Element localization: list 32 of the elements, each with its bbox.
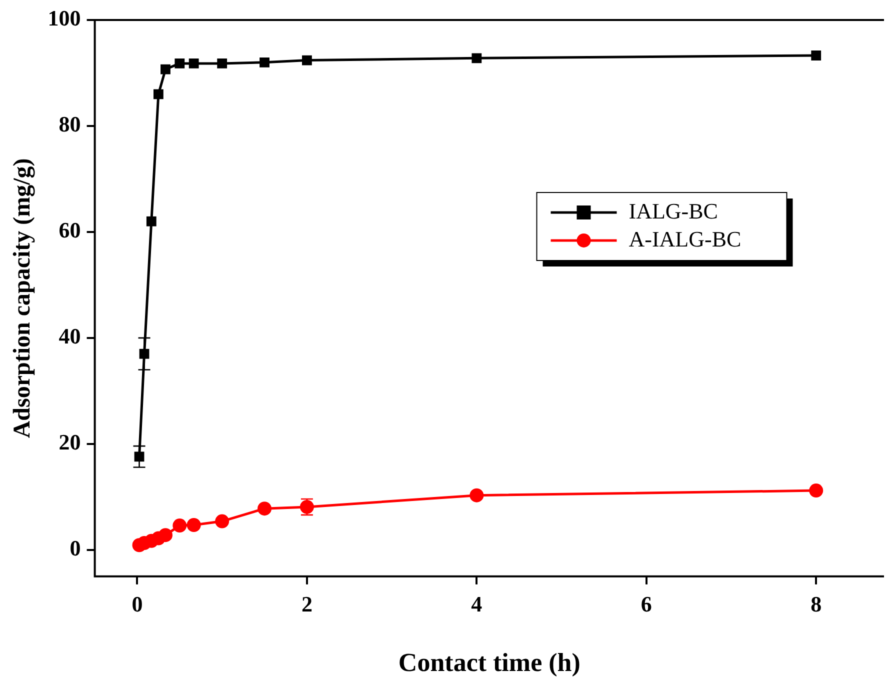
x-tick-label: 8 xyxy=(810,591,822,616)
point xyxy=(470,488,484,502)
point xyxy=(811,50,822,60)
point xyxy=(186,518,201,532)
y-tick-label: 20 xyxy=(58,430,81,455)
x-tick-label: 4 xyxy=(471,591,482,616)
point xyxy=(153,89,164,100)
point xyxy=(160,64,170,74)
y-tick-label: 0 xyxy=(70,536,81,561)
x-tick-label: 0 xyxy=(132,591,143,616)
y-tick-label: 100 xyxy=(48,6,81,31)
point xyxy=(472,53,482,64)
point xyxy=(158,528,172,542)
legend-label: IALG-BC xyxy=(628,198,718,224)
legend-label: A-IALG-BC xyxy=(628,226,742,252)
point xyxy=(217,58,228,68)
x-tick-label: 6 xyxy=(640,591,652,616)
point xyxy=(172,518,187,533)
y-tick-label: 60 xyxy=(58,218,81,243)
point xyxy=(302,55,312,66)
point xyxy=(188,58,199,68)
y-tick-label: 40 xyxy=(58,324,81,349)
point xyxy=(260,57,270,68)
point xyxy=(146,216,156,226)
x-axis-title: Contact time (h) xyxy=(398,648,580,678)
point xyxy=(258,502,272,516)
point xyxy=(215,514,230,528)
y-tick-label: 80 xyxy=(58,112,81,137)
y-axis-title: Adsorption capacity (mg/g) xyxy=(10,158,36,438)
point xyxy=(174,58,185,68)
point xyxy=(809,484,824,498)
x-tick-label: 2 xyxy=(301,591,312,616)
